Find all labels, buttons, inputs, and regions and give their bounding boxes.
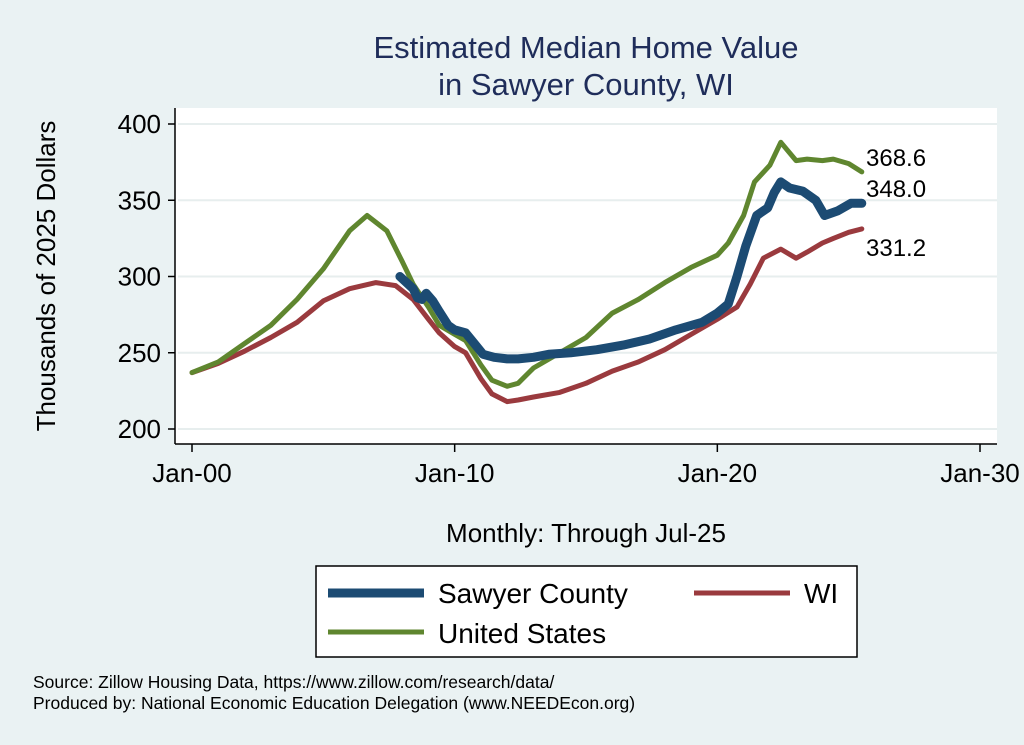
legend-box (315, 565, 858, 658)
y-tick-label-300: 300 (118, 262, 161, 292)
chart-title-line-2: in Sawyer County, WI (438, 67, 734, 102)
producer-note: Produced by: National Economic Education… (33, 693, 636, 713)
series-line-united-states (189, 139, 865, 389)
source-note: Source: Zillow Housing Data, https://www… (33, 672, 555, 692)
series-lines (189, 139, 867, 405)
end-labels: 348.0 331.2 368.6 (866, 145, 926, 262)
series-line-wi (189, 226, 865, 405)
y-tick-label-400: 400 (118, 109, 161, 139)
x-tick-label-Jan-30: Jan-30 (940, 458, 1020, 488)
x-tick-label-Jan-20: Jan-20 (678, 458, 758, 488)
legend-label-united-states: United States (438, 618, 606, 649)
x-axis-label: Monthly: Through Jul-25 (446, 518, 726, 548)
chart-title-line-1: Estimated Median Home Value (373, 30, 798, 65)
y-tick-label-350: 350 (118, 185, 161, 215)
end-label-wi: 331.2 (866, 235, 926, 262)
y-tick-label-250: 250 (118, 338, 161, 368)
y-tick-label-200: 200 (118, 414, 161, 444)
legend-label-wi: WI (804, 578, 838, 609)
legend: Sawyer County WI United States (315, 565, 858, 658)
legend-label-sawyer-county: Sawyer County (438, 578, 628, 609)
axes: 200 250 300 350 400 Jan-00 Jan-10 Jan-20 Jan-30 (118, 108, 1020, 488)
x-tick-label-Jan-10: Jan-10 (415, 458, 495, 488)
end-label-united-states: 368.6 (866, 145, 926, 172)
x-tick-label-Jan-00: Jan-00 (152, 458, 232, 488)
y-axis-label: Thousands of 2025 Dollars (31, 121, 61, 432)
series-line-sawyer-county (395, 177, 867, 364)
end-label-sawyer-county: 348.0 (866, 176, 926, 203)
